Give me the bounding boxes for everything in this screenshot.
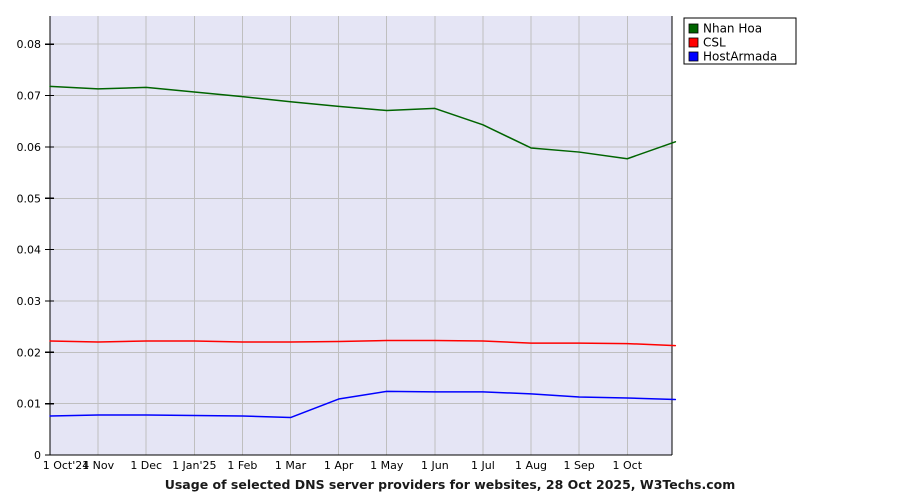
y-tick-label: 0.08 [17,38,42,51]
y-tick-label: 0.01 [17,398,42,411]
x-tick-label: 1 Dec [130,459,162,472]
y-tick-label: 0.03 [17,295,42,308]
legend-swatch [688,37,699,48]
legend-background [683,17,797,65]
horizontal-gridlines [50,43,672,405]
x-tick-label: 1 Aug [515,459,547,472]
y-tick-label: 0.02 [17,346,42,359]
y-tick-label: 0.07 [17,90,42,103]
legend-label: Nhan Hoa [703,22,762,36]
data-series-group [49,85,677,419]
y-tick-label: 0 [34,449,41,462]
legend-swatch [688,23,699,34]
x-tick-label: 1 Feb [227,459,257,472]
y-tick-label: 0.04 [17,244,42,257]
plot-area-background [50,16,672,455]
x-tick-label: 1 Sep [564,459,595,472]
chart-caption: Usage of selected DNS server providers f… [165,477,736,492]
x-tick-label: 1 Jan'25 [172,459,216,472]
x-tick-label: 1 Oct [613,459,643,472]
y-tick-label: 0.06 [17,141,42,154]
x-tick-label: 1 Jun [421,459,449,472]
series-line-nhan-hoa [49,85,677,160]
x-axis: 1 Oct'241 Nov 1 Dec 1 Jan'25 1 Feb 1 Mar 1 Ap… [43,459,643,472]
x-tick-label: 1 Oct'24 [43,459,90,472]
x-tick-label: 1 May [370,459,404,472]
x-tick-label: 1 Jul [471,459,495,472]
legend-swatch [688,51,699,62]
y-tick-label: 0.05 [17,192,42,205]
legend-label: CSL [703,36,726,50]
vertical-gridlines [97,16,628,455]
x-tick-label: 1 Nov [82,459,114,472]
series-line-hostarmada [49,390,677,419]
legend-label: HostArmada [703,50,777,64]
series-line-csl [49,339,677,347]
x-tick-label: 1 Mar [275,459,307,472]
x-tick-label: 1 Apr [324,459,354,472]
y-axis: 0 0.01 0.02 0.03 0.04 0.05 0.06 0.07 0.08 [17,38,54,462]
